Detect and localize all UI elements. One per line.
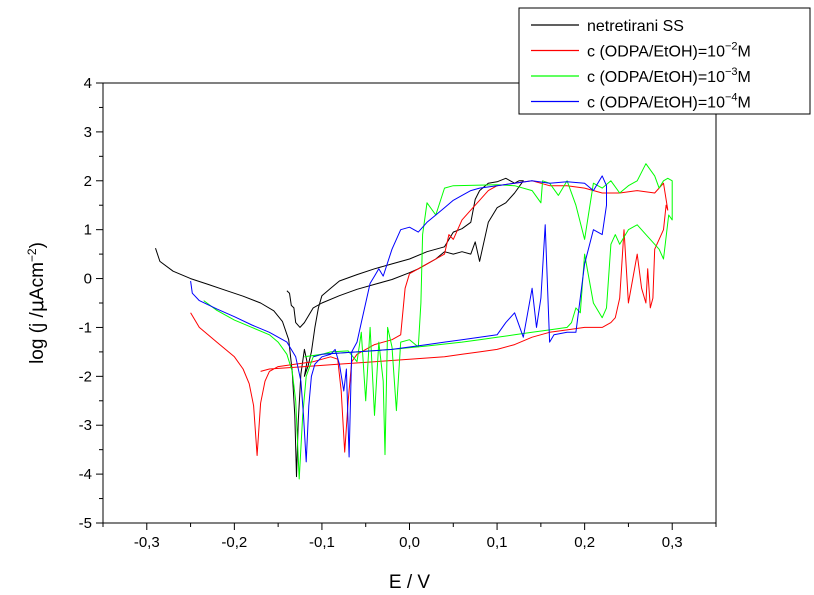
legend-label: c (ODPA/EtOH)=10−2M (587, 41, 751, 61)
series-line-1 (155, 177, 524, 478)
y-tick-label: 2 (84, 173, 92, 190)
x-tick-label: -0,1 (309, 534, 335, 551)
plot-area: -0,3 -0,2 -0,1 0,0 0,1 0,2 0,3 -5 -4 -3 -2 -1 0 1 2 3 4 (79, 75, 717, 551)
legend-label: netretirani SS (587, 18, 684, 35)
y-tick-label: 1 (84, 222, 92, 239)
y-tick-label: -3 (79, 417, 92, 434)
x-tick-label: -0,2 (221, 534, 247, 551)
y-axis-title: log (j /μAcm−2) (25, 242, 48, 364)
x-tick-label: 0,3 (662, 534, 683, 551)
y-tick-label: 4 (84, 75, 92, 92)
series-layer (155, 163, 673, 480)
y-tick-label: -1 (79, 319, 92, 336)
x-tick-label: 0,2 (574, 534, 595, 551)
legend-label: c (ODPA/EtOH)=10−3M (587, 66, 751, 86)
legend-box (518, 7, 811, 115)
y-tick-label: 3 (84, 124, 92, 141)
plot-frame (102, 82, 717, 524)
y-tick-label: -4 (79, 466, 92, 483)
y-tick-label: -5 (79, 515, 92, 532)
legend: netretirani SS c (ODPA/EtOH)=10−2M c (ODPA… (518, 7, 811, 115)
x-tick-label: 0,1 (487, 534, 508, 551)
series-line-2 (190, 180, 669, 456)
y-tick-label: -2 (79, 368, 92, 385)
x-axis: -0,3 -0,2 -0,1 0,0 0,1 0,2 0,3 (102, 523, 717, 551)
series-line-3 (203, 163, 673, 480)
x-tick-label: -0,3 (134, 534, 160, 551)
y-tick-label: 0 (84, 271, 92, 288)
series-line-4 (190, 175, 607, 463)
legend-label: c (ODPA/EtOH)=10−4M (587, 92, 751, 112)
x-axis-title: E / V (389, 572, 431, 593)
y-axis: -5 -4 -3 -2 -1 0 1 2 3 4 (79, 75, 103, 532)
x-tick-label: 0,0 (399, 534, 420, 551)
legend-items: netretirani SS c (ODPA/EtOH)=10−2M c (ODPA… (531, 18, 751, 112)
